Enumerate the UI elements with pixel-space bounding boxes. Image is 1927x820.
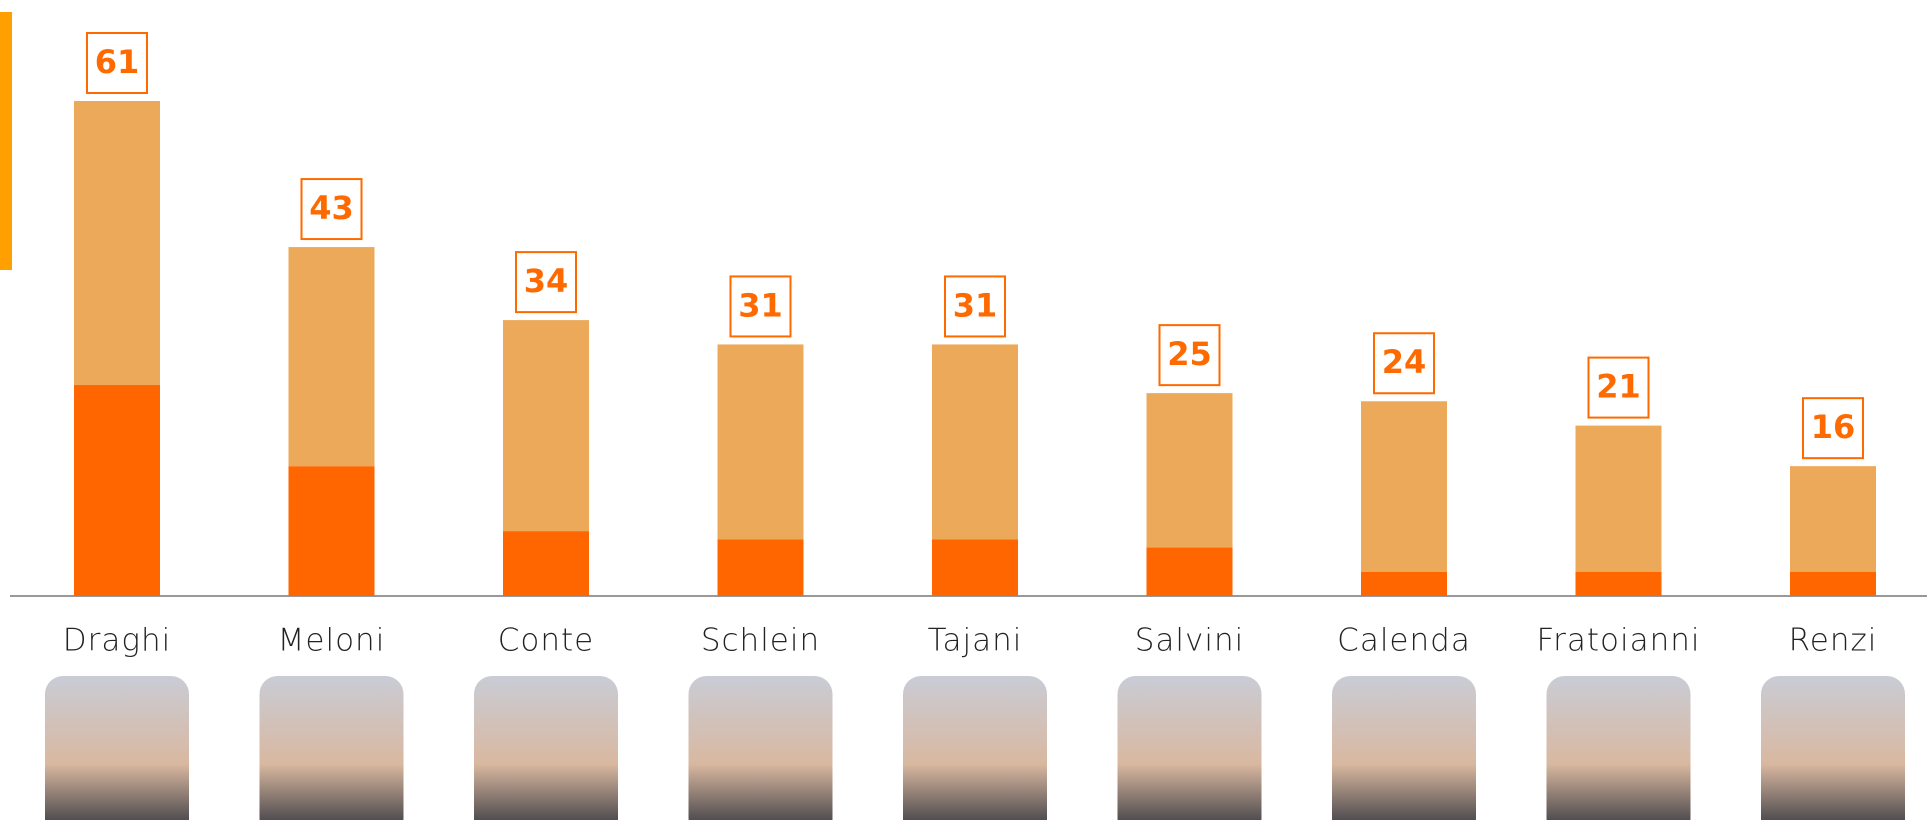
category-label: Fratoianni	[1537, 623, 1701, 659]
total-label: 31	[953, 286, 998, 324]
bar-segment	[1361, 401, 1447, 571]
portrait	[1332, 676, 1476, 820]
bar-segment	[1576, 426, 1662, 572]
total-label: 21	[1596, 368, 1641, 406]
portrait	[1547, 676, 1691, 820]
category-label: Schlein	[701, 623, 820, 659]
total-label: 31	[738, 286, 783, 324]
bar-segment	[1147, 393, 1233, 547]
category-label: Meloni	[278, 623, 386, 659]
portrait	[45, 676, 189, 820]
category-label: Tajani	[928, 623, 1023, 659]
portrait	[1118, 676, 1262, 820]
bar-segment	[289, 247, 375, 466]
category-label: Conte	[498, 623, 595, 659]
category-label: Calenda	[1337, 623, 1471, 659]
plot: 61 Draghi 43 Meloni 34 Conte 31 Schlein 31 Tajani…	[45, 33, 1905, 820]
bar-segment	[1790, 572, 1876, 596]
bar-segment	[1576, 572, 1662, 596]
bar-segment	[1790, 466, 1876, 571]
bar-segment	[932, 539, 1018, 596]
portrait	[903, 676, 1047, 820]
bar-segment	[1361, 572, 1447, 596]
bar-segment	[718, 344, 804, 539]
bar-segment	[932, 344, 1018, 539]
total-label: 24	[1382, 343, 1427, 381]
bar-segment	[1147, 547, 1233, 596]
bar-segment	[718, 539, 804, 596]
total-label: 34	[524, 262, 569, 300]
category-label: Draghi	[63, 623, 171, 659]
bar-segment	[74, 101, 160, 385]
chart: 61 Draghi 43 Meloni 34 Conte 31 Schlein 31 Tajani…	[0, 0, 1927, 820]
total-label: 16	[1811, 408, 1856, 446]
total-label: 25	[1167, 335, 1212, 373]
total-label: 43	[309, 189, 354, 227]
portrait	[260, 676, 404, 820]
portrait	[689, 676, 833, 820]
portrait	[474, 676, 618, 820]
bar-segment	[503, 531, 589, 596]
category-label: Salvini	[1135, 623, 1245, 659]
bar-segment	[289, 466, 375, 596]
bar-segment	[74, 385, 160, 596]
bar-segment	[503, 320, 589, 531]
accent-bar	[0, 12, 12, 270]
portrait	[1761, 676, 1905, 820]
total-label: 61	[95, 43, 140, 81]
category-label: Renzi	[1789, 623, 1878, 659]
